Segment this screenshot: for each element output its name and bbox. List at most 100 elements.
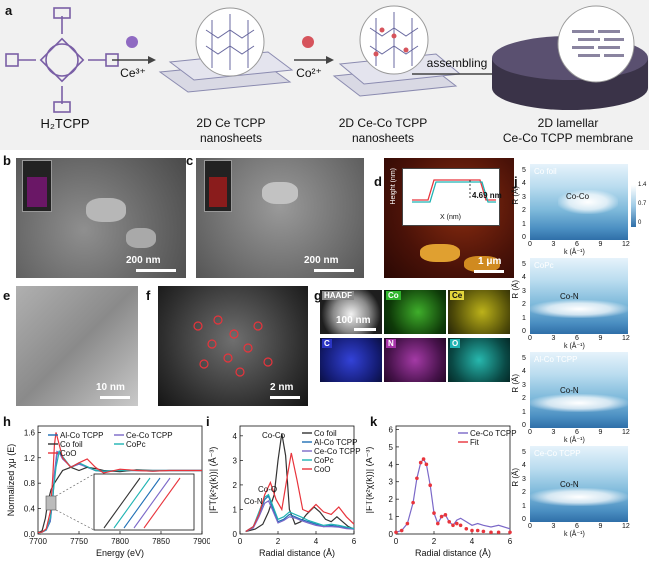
legend-entry: CoO: [314, 465, 330, 474]
wavelet-ytick: 0: [522, 234, 526, 241]
wavelet-xtick: 12: [622, 429, 630, 436]
x-tick-label: 0: [394, 537, 399, 546]
wavelet-map: Al-Co TCPP Co-N: [530, 352, 628, 428]
fit-point: [405, 521, 410, 526]
colorbar: [631, 185, 636, 227]
fit-point: [418, 460, 423, 465]
fit-point: [428, 483, 432, 488]
wavelet-ytick: 0: [522, 516, 526, 523]
co-ion-icon: [302, 36, 314, 48]
wavelet-ytick: 4: [522, 274, 526, 281]
wavelet-xlabel: k (Å⁻¹): [564, 437, 585, 444]
wavelet-ytick: 3: [522, 475, 526, 483]
legend-entry: Al-Co TCPP: [314, 438, 357, 447]
x-axis-label: Radial distance (Å): [415, 548, 491, 558]
wavelet-peak-label: Co-N: [560, 292, 579, 301]
x-tick-label: 2: [276, 537, 281, 546]
y-tick-label: 0: [389, 530, 394, 539]
plot-frame: [395, 425, 511, 535]
stage-membrane-label: 2D lamellar Ce-Co TCPP membrane: [502, 116, 634, 145]
wavelet-xtick: 3: [551, 429, 556, 436]
series-line: [245, 433, 355, 533]
wavelet-xtick: 6: [575, 429, 579, 436]
x-tick-label: 7850: [152, 537, 170, 546]
wavelet-ytick: 5: [522, 260, 526, 268]
plot-frame: [239, 425, 355, 535]
x-tick-label: 4: [314, 537, 319, 546]
scale-label: 200 nm: [304, 255, 339, 266]
wavelet-map-tag: Co foil: [534, 167, 557, 176]
panel-label-b: b: [3, 153, 11, 168]
scale-label: 200 nm: [126, 255, 161, 266]
wavelet-ylabel: R (Å): [511, 374, 520, 393]
wavelet-ytick: 2: [522, 207, 526, 214]
y-tick-label: 1: [389, 513, 394, 522]
fit-point: [470, 528, 474, 533]
wavelet-xtick: 9: [598, 523, 603, 530]
chart-i-ft-exafs: 0 2 4 6 0 1 2 3 4 Radial distance (Å) |FT(k²χ(k))|…: [208, 425, 361, 558]
wavelet-map-tag: CoPc: [534, 261, 554, 270]
wavelet-xtick: 3: [551, 523, 556, 530]
x-tick-label: 6: [352, 537, 357, 546]
y-tick-label: 1: [233, 505, 238, 514]
tem-image-e: 10 nm: [16, 286, 138, 406]
wavelet-ylabel: R (Å): [511, 280, 520, 299]
wavelet-ytick: 2: [522, 395, 526, 402]
panel-label-f: f: [146, 288, 151, 303]
wavelet-ytick: 2: [522, 489, 526, 496]
wavelet-xtick: 9: [598, 429, 603, 436]
wavelet-ytick: 0: [522, 328, 526, 335]
wavelet-xtick: 0: [528, 335, 532, 342]
wavelet-ytick: 4: [522, 180, 526, 187]
wavelet-ytick: 0: [522, 422, 526, 429]
panel-label-d: d: [374, 174, 382, 189]
wavelet-xtick: 12: [622, 523, 630, 530]
sem-image-c: 200 nm: [196, 158, 364, 278]
eds-map-n: N: [384, 338, 446, 382]
inset-edge-line: [143, 477, 181, 529]
panel-label-i: i: [206, 414, 210, 429]
x-tick-label: 7900: [193, 537, 210, 546]
wavelet-ytick: 3: [522, 287, 526, 295]
co-ion-label: Co²⁺: [296, 66, 322, 80]
inset-edge-line: [133, 477, 171, 529]
stage-ce-label: 2D Ce TCPP nanosheets: [196, 116, 266, 145]
legend-entry: CoO: [60, 449, 76, 458]
x-tick-label: 7800: [111, 537, 129, 546]
y-axis-label: |FT(k²χ(k))| (Å⁻³): [366, 447, 374, 514]
x-axis-label: Radial distance (Å): [259, 548, 335, 558]
sem-image-b: 200 nm: [16, 158, 186, 278]
legend-entry: Ce-Co TCPP: [470, 429, 517, 438]
schematic-a: [5, 5, 648, 113]
afm-height-value: 4.69 nm: [472, 191, 502, 200]
y-tick-label: 1.2: [24, 454, 36, 463]
ce-ion-label: Ce³⁺: [120, 66, 146, 80]
legend-entry: CoPc: [314, 456, 334, 465]
wavelet-ytick: 1: [522, 314, 526, 322]
wavelet-map: Co foil Co-Co: [530, 164, 628, 240]
x-tick-label: 4: [470, 537, 475, 546]
wavelet-feature: [530, 488, 628, 506]
wavelet-ytick: 5: [522, 448, 526, 456]
ce-ion-icon: [126, 36, 138, 48]
eds-map-c: C: [320, 338, 382, 382]
y-tick-label: 5: [389, 443, 394, 452]
porphyrin-icon: [5, 7, 119, 113]
series-line: [245, 452, 355, 533]
wavelet-xtick: 6: [575, 523, 579, 530]
eds-map-ce: Ce: [448, 290, 510, 334]
fit-point: [424, 462, 429, 467]
fit-point: [481, 529, 486, 534]
membrane-icon: [492, 5, 648, 110]
inset-edge-line: [103, 477, 141, 529]
y-tick-label: 1.6: [24, 428, 36, 437]
panel-label-g: g: [314, 288, 322, 303]
wavelet-map: Ce-Co TCPP Co-N: [530, 446, 628, 522]
fit-point: [421, 457, 426, 461]
legend-entry: Fit: [470, 438, 480, 447]
nanosheet-icon: [158, 7, 294, 93]
fit-point: [394, 530, 398, 535]
legend-entry: Co foil: [60, 440, 83, 449]
y-axis-label: |FT(k²χ(k))| (Å⁻³): [208, 447, 218, 514]
scale-bar: [136, 269, 176, 272]
